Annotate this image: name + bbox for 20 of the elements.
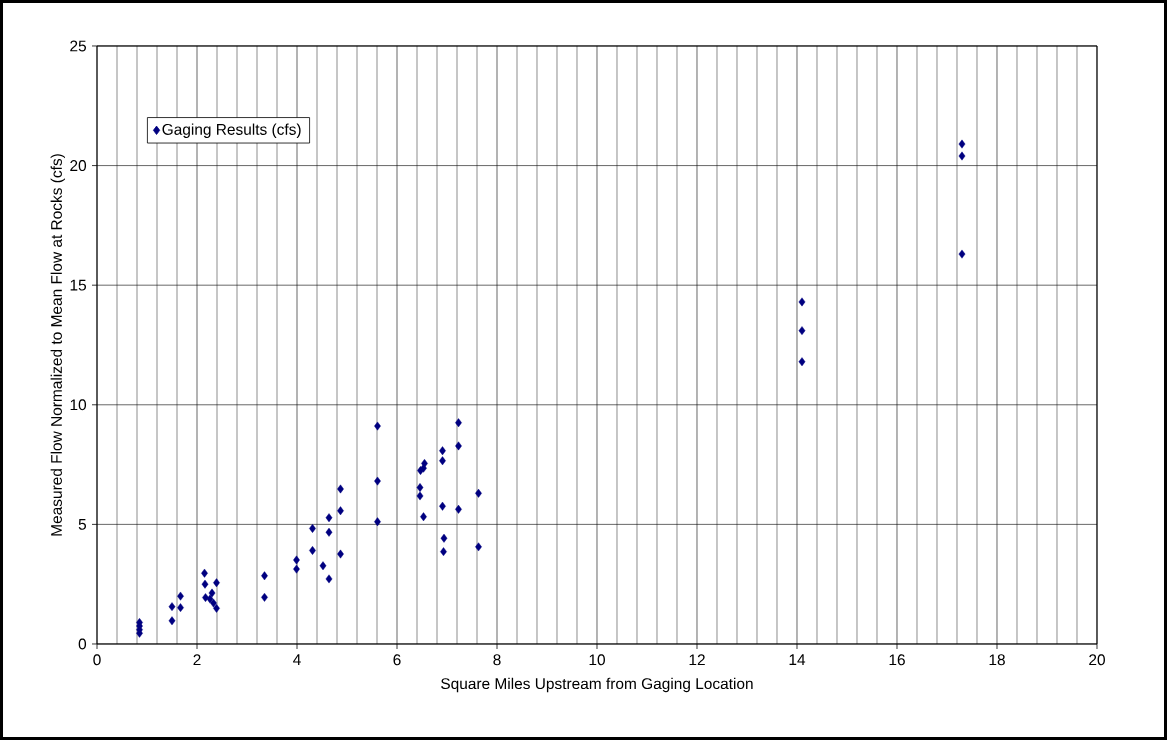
y-tick-label: 20: [70, 160, 87, 172]
y-tick-label: 25: [70, 40, 87, 52]
x-tick-label: 2: [193, 654, 201, 666]
y-tick-label: 5: [78, 519, 87, 530]
y-tick-label: 15: [70, 279, 87, 291]
y-axis-title: Measured Flow Normalized to Mean Flow at Rocks (cfs): [50, 154, 65, 536]
x-tick-label: 0: [93, 654, 101, 666]
x-tick-label: 12: [689, 654, 705, 666]
x-axis-title: Square Miles Upstream from Gaging Location: [441, 677, 753, 693]
x-tick-label: 6: [393, 654, 401, 666]
x-tick-label: 18: [989, 654, 1005, 666]
x-tick-label: 14: [789, 654, 806, 665]
x-tick-label: 10: [589, 654, 605, 666]
y-tick-label: 0: [78, 638, 87, 650]
y-tick-label: 10: [70, 399, 87, 411]
x-tick-label: 16: [889, 654, 905, 666]
x-tick-label: 20: [1089, 654, 1105, 666]
legend-label: Gaging Results (cfs): [162, 123, 301, 138]
x-tick-label: 4: [293, 654, 301, 665]
x-tick-label: 8: [493, 654, 501, 666]
